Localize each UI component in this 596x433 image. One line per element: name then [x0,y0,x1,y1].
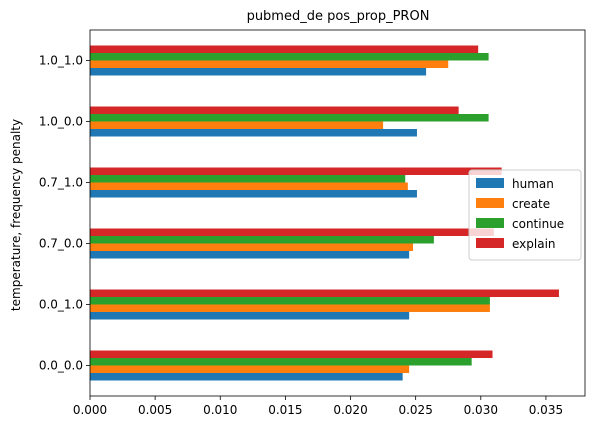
legend-label-explain: explain [512,237,556,251]
plot-frame [89,29,586,397]
y-axis-label: temperature, frequency penalty [9,119,23,311]
x-tick-label: 0.010 [203,403,237,417]
bar-explain-0.7_1.0 [90,167,502,175]
axes-group: 0.000 0.005 0.010 0.015 0.020 0.025 0.030 0.035… [39,29,586,417]
bar-human-1.0_1.0 [90,68,427,76]
x-tick-label: 0.035 [529,403,563,417]
legend-label-continue: continue [512,217,564,231]
bar-explain-1.0_0.0 [90,106,459,114]
bar-human-0.0_1.0 [90,312,410,320]
bar-human-0.7_0.0 [90,251,410,259]
x-tick-label: 0.015 [268,403,302,417]
legend-label-human: human [512,177,554,191]
bar-continue-0.7_0.0 [90,236,434,244]
legend-swatch-create [476,198,504,208]
bar-create-1.0_1.0 [90,60,449,68]
y-tick-label: 0.0_1.0 [39,298,83,312]
bar-create-0.7_0.0 [90,243,414,251]
x-tick-label: 0.020 [333,403,367,417]
x-tick-label: 0.025 [398,403,432,417]
x-tick-label: 0.000 [73,403,107,417]
y-tick-label: 1.0_1.0 [39,54,83,68]
chart-title: pubmed_de pos_prop_PRON [247,9,430,24]
bar-explain-0.0_0.0 [90,350,493,358]
legend-label-create: create [512,197,550,211]
y-tick-label: 0.7_0.0 [39,237,83,251]
bar-create-0.0_1.0 [90,304,490,312]
bar-continue-1.0_1.0 [90,53,489,61]
bar-create-0.7_1.0 [90,182,408,190]
bar-explain-0.0_1.0 [90,289,559,297]
bars-group [90,45,559,381]
x-tick-label: 0.030 [464,403,498,417]
legend-swatch-human [476,178,504,188]
bar-explain-0.7_0.0 [90,228,494,236]
bar-create-0.0_0.0 [90,365,410,373]
bar-create-1.0_0.0 [90,121,384,129]
bar-human-0.0_0.0 [90,373,403,381]
legend-swatch-continue [476,218,504,228]
y-tick-label: 0.7_1.0 [39,176,83,190]
legend-swatch-explain [476,238,504,248]
bar-continue-0.0_1.0 [90,297,490,305]
x-tick-label: 0.005 [138,403,172,417]
bar-continue-0.0_0.0 [90,358,472,366]
y-tick-label: 1.0_0.0 [39,115,83,129]
legend-box [468,169,582,261]
y-tick-label: 0.0_0.0 [39,359,83,373]
bar-continue-0.7_1.0 [90,175,406,183]
legend: human create continue explain [468,169,582,261]
bar-human-0.7_1.0 [90,190,417,198]
bar-human-1.0_0.0 [90,129,417,137]
bar-explain-1.0_1.0 [90,45,479,53]
bar-continue-1.0_0.0 [90,114,489,122]
